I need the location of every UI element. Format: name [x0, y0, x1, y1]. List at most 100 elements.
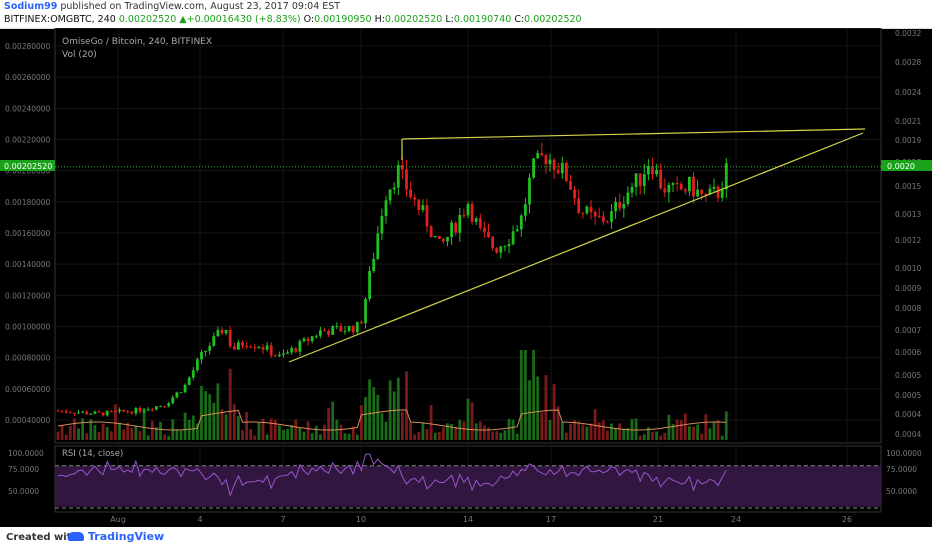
candlestick-series [56, 142, 728, 417]
candle-body [708, 188, 712, 195]
resistance-trendline [401, 128, 866, 140]
current-price-text-right: 0.0020 [887, 162, 915, 171]
volume-bar [146, 435, 150, 440]
candle-body [450, 222, 453, 237]
volume-bar [196, 423, 199, 440]
candle-body [392, 187, 396, 190]
candle-body [196, 359, 199, 371]
volume-bar [273, 419, 277, 440]
candle-body [294, 348, 298, 352]
right-axis-label: 0.0010 [895, 264, 921, 273]
candle-body [405, 169, 408, 190]
candle-body [470, 204, 474, 222]
current-price-badge-left [0, 160, 55, 171]
author-link[interactable]: Sodium99 [4, 1, 58, 12]
candle-body [462, 215, 466, 217]
candle-body [302, 338, 306, 342]
volume-bar [610, 423, 613, 440]
volume-bar [339, 424, 343, 440]
candle-body [118, 409, 121, 412]
candle-body [671, 183, 675, 185]
candle-body [60, 410, 64, 412]
candle-body [577, 198, 581, 214]
volume-bar [450, 424, 453, 440]
volume-bar [150, 420, 154, 440]
candle-body [73, 412, 76, 414]
volume-bar [585, 426, 589, 440]
candle-body [507, 244, 511, 247]
volume-bar [364, 397, 367, 440]
candle-body [220, 329, 224, 334]
volume-bar [724, 411, 728, 440]
candle-body [146, 409, 150, 411]
time-axis-label: 4 [197, 515, 202, 524]
cloud-icon [68, 531, 84, 541]
candle-body [163, 406, 166, 408]
candle-body [265, 345, 269, 350]
trendlines[interactable] [288, 128, 866, 363]
candle-body [663, 188, 667, 193]
volume-bar [569, 423, 572, 440]
volume-bar [655, 431, 658, 440]
volume-bar [200, 385, 203, 440]
candle-body [175, 392, 179, 398]
rsi-left-label: 100.0000 [8, 449, 44, 458]
left-axis-label: 0.00200000 [5, 167, 51, 176]
candle-body [134, 407, 138, 414]
volume-bar [89, 419, 93, 440]
candle-body [614, 201, 617, 212]
left-axis-label: 0.00040000 [5, 416, 51, 425]
tradingview-logo[interactable]: TradingView [68, 530, 164, 543]
candle-body [610, 211, 613, 222]
high-label: H: [374, 14, 385, 25]
right-axis-label: 0.0004 [895, 430, 921, 439]
time-axis-label: 17 [546, 515, 556, 524]
volume-bar [524, 350, 527, 440]
candle-body [704, 193, 708, 195]
right-axis-label: 0.0024 [895, 88, 921, 97]
candle-body [556, 169, 560, 174]
candle-body [109, 410, 113, 412]
candle-body [126, 411, 130, 413]
candle-body [384, 200, 388, 216]
volume-bar [638, 435, 642, 440]
rsi-line [57, 453, 727, 498]
volume-bar [261, 418, 265, 440]
price-chart[interactable]: 0.00280000 0.00260000 0.00240000 0.00220000… [0, 28, 932, 527]
candle-body [585, 206, 589, 214]
candle-body [651, 166, 654, 175]
volume-bar [688, 426, 691, 440]
candle-body [290, 348, 294, 353]
candle-body [683, 189, 687, 192]
volume-bar [708, 428, 712, 440]
candle-body [437, 235, 441, 239]
volume-bar [126, 422, 130, 440]
candle-body [89, 413, 93, 415]
brand-name: TradingView [88, 530, 165, 543]
volume-bar [253, 435, 257, 440]
candle-body [253, 347, 257, 349]
ascending-trendline [288, 132, 864, 363]
volume-bar [536, 376, 540, 440]
candle-body [634, 173, 638, 188]
volume-bar [60, 425, 64, 440]
candle-body [679, 183, 683, 190]
volume-bar [515, 433, 519, 440]
candle-body [122, 409, 125, 412]
published-text: published on TradingView.com, August 23,… [57, 1, 341, 12]
volume-bar [683, 413, 687, 440]
candle-body [409, 189, 412, 198]
candle-body [601, 216, 605, 222]
volume-ma-line [57, 409, 727, 431]
change-arrow-icon: ▲ [179, 14, 187, 25]
candle-body [327, 330, 330, 335]
volume-bar [351, 426, 355, 440]
open-value: 0.00190950 [314, 14, 372, 25]
right-axis-label: 0.0008 [895, 304, 921, 313]
candle-body [474, 218, 478, 222]
volume-bar [114, 404, 117, 440]
right-price-axis: 0.00320.00280.00240.00210.00190.00170.00… [895, 29, 921, 439]
candle-body [286, 352, 289, 354]
footer: Created with TradingView [0, 527, 932, 550]
right-axis-label: 0.0028 [895, 58, 921, 67]
